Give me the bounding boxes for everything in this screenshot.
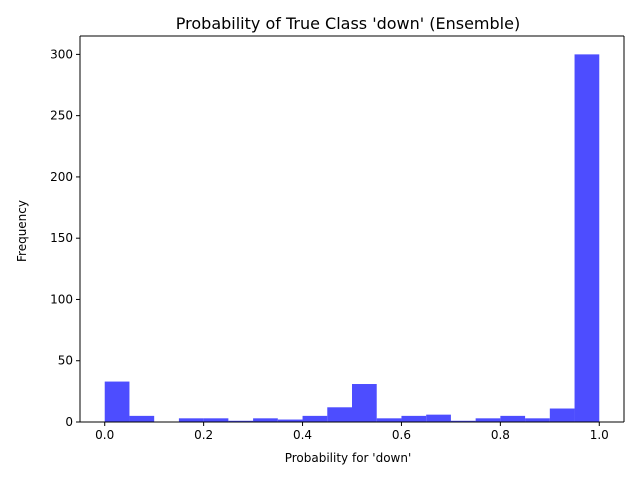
y-ticks-group: 0 50 100 150 200 250 300: [50, 47, 80, 429]
histogram-bar: [500, 415, 526, 422]
histogram-bar: [178, 418, 204, 422]
chart-title: Probability of True Class 'down' (Ensemb…: [176, 14, 520, 33]
histogram-bar: [327, 407, 352, 422]
x-tick-label: 0.2: [194, 428, 213, 442]
x-tick-label: 0.8: [491, 428, 510, 442]
histogram-bar: [352, 384, 377, 422]
x-tick-label: 0.0: [95, 428, 114, 442]
histogram-bar: [228, 420, 254, 422]
histogram-bar: [302, 415, 328, 422]
y-tick-label: 200: [50, 170, 73, 184]
y-tick-label: 100: [50, 292, 73, 306]
histogram-bar: [277, 419, 303, 422]
histogram-bar: [574, 54, 600, 422]
bars-group: [104, 54, 600, 422]
histogram-bar: [525, 418, 550, 422]
x-tick-label: 1.0: [590, 428, 609, 442]
y-tick-label: 250: [50, 109, 73, 123]
x-tick-label: 0.4: [293, 428, 312, 442]
y-tick-label: 0: [65, 415, 73, 429]
histogram-bar: [253, 418, 278, 422]
y-tick-label: 50: [58, 354, 73, 368]
x-axis-label: Probability for 'down': [285, 451, 412, 465]
x-ticks-group: 0.0 0.2 0.4 0.6 0.8 1.0: [95, 422, 609, 442]
histogram-bar: [129, 415, 155, 422]
histogram-bar: [475, 418, 501, 422]
histogram-bar: [426, 414, 451, 422]
axes-group: [79, 35, 625, 423]
y-tick-label: 150: [50, 231, 73, 245]
y-tick-label: 300: [50, 47, 73, 61]
x-tick-label: 0.6: [392, 428, 411, 442]
histogram-bar: [376, 418, 402, 422]
histogram-bar: [203, 418, 229, 422]
histogram-bar: [549, 408, 575, 422]
histogram-bar: [104, 381, 130, 422]
histogram-bar: [450, 420, 476, 422]
y-axis-label: Frequency: [15, 200, 29, 262]
histogram-bar: [401, 415, 427, 422]
